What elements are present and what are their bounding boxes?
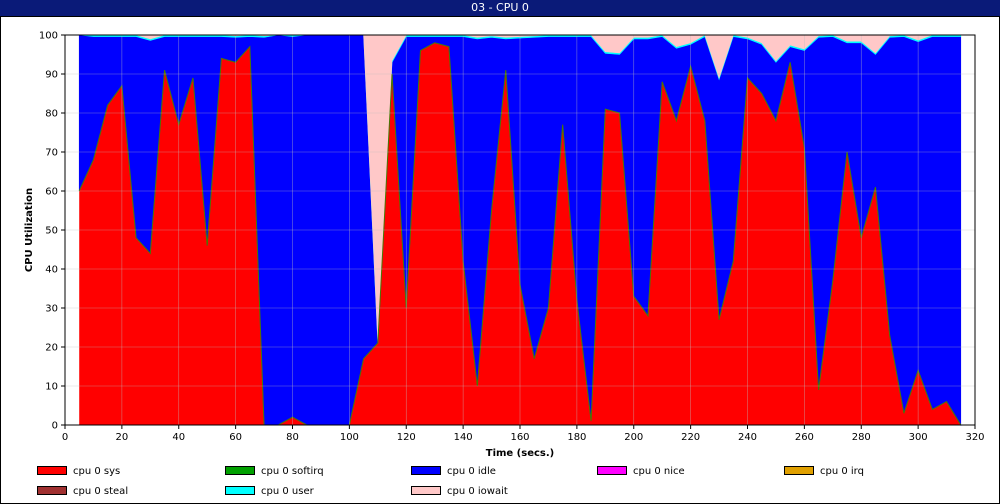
y-tick-label: 10 bbox=[45, 382, 58, 393]
x-tick-label: 40 bbox=[172, 432, 185, 443]
x-tick-label: 120 bbox=[397, 432, 416, 443]
y-tick-label: 30 bbox=[45, 304, 58, 315]
x-axis-label: Time (secs.) bbox=[486, 448, 555, 459]
chart-title: 03 - CPU 0 bbox=[0, 0, 1000, 16]
y-tick-label: 20 bbox=[45, 343, 58, 354]
x-tick-label: 260 bbox=[795, 432, 814, 443]
x-tick-label: 220 bbox=[681, 432, 700, 443]
x-tick-label: 20 bbox=[116, 432, 129, 443]
x-tick-label: 200 bbox=[624, 432, 643, 443]
x-tick-label: 320 bbox=[965, 432, 984, 443]
y-tick-label: 0 bbox=[52, 421, 58, 432]
x-axis-ticks: 0 20 40 60 80 100 120 140 160 180 200 220 240 260 280 3… bbox=[62, 425, 985, 443]
x-tick-label: 160 bbox=[510, 432, 529, 443]
y-tick-label: 50 bbox=[45, 226, 58, 237]
y-axis-ticks: 0 10 20 30 40 50 60 70 80 90 100 bbox=[39, 31, 65, 432]
y-tick-label: 80 bbox=[45, 109, 58, 120]
y-tick-label: 60 bbox=[45, 187, 58, 198]
x-tick-label: 240 bbox=[738, 432, 757, 443]
y-tick-label: 90 bbox=[45, 70, 58, 81]
y-tick-label: 70 bbox=[45, 148, 58, 159]
x-tick-label: 100 bbox=[340, 432, 359, 443]
x-tick-label: 180 bbox=[567, 432, 586, 443]
x-tick-label: 80 bbox=[286, 432, 299, 443]
area-cpu-0-sys bbox=[79, 42, 961, 426]
y-axis-label: CPU Utilization bbox=[24, 188, 35, 272]
x-tick-label: 60 bbox=[229, 432, 242, 443]
x-tick-label: 0 bbox=[62, 432, 68, 443]
y-tick-label: 100 bbox=[39, 31, 58, 42]
x-tick-label: 300 bbox=[909, 432, 928, 443]
y-tick-label: 40 bbox=[45, 265, 58, 276]
x-tick-label: 140 bbox=[454, 432, 473, 443]
x-tick-label: 280 bbox=[852, 432, 871, 443]
